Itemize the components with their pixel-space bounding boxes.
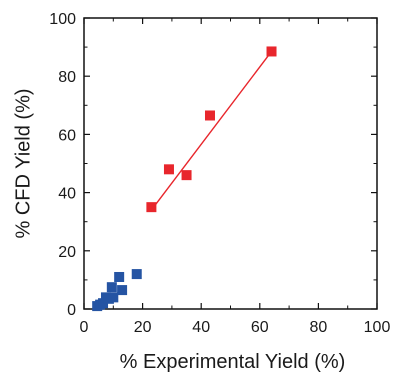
y-axis-title: % CFD Yield (%) [12,88,34,238]
data-point-series-1 [266,46,277,57]
data-point-series-2 [114,271,125,282]
x-tick-label: 0 [80,319,89,336]
x-tick-label: 40 [192,319,210,336]
plot-frame [83,17,378,310]
data-point-series-1 [163,164,174,175]
trendline-series-1 [150,51,273,211]
x-tick-label: 100 [364,319,391,336]
data-point-series-2 [98,298,109,309]
y-tick-label: 80 [58,69,76,86]
data-point-series-2 [106,282,117,293]
x-tick-label: 20 [134,319,152,336]
y-tick-label: 20 [58,244,76,261]
data-point-series-1 [146,202,157,213]
y-tick-label: 40 [58,186,76,203]
data-point-series-2 [131,269,142,280]
x-tick-label: 80 [310,319,328,336]
x-tick-label: 60 [251,319,269,336]
plot-layer: 0 20 40 60 80 100 0 20 40 60 80 100 [49,11,390,336]
data-point-series-1 [181,170,192,181]
data-point-series-2 [108,292,119,303]
x-axis-title: % Experimental Yield (%) [120,351,346,373]
y-tick-label: 0 [67,302,76,319]
y-tick-label: 100 [49,11,76,28]
data-point-series-1 [204,110,215,121]
data-point-series-2 [117,285,128,296]
y-tick-label: 60 [58,127,76,144]
